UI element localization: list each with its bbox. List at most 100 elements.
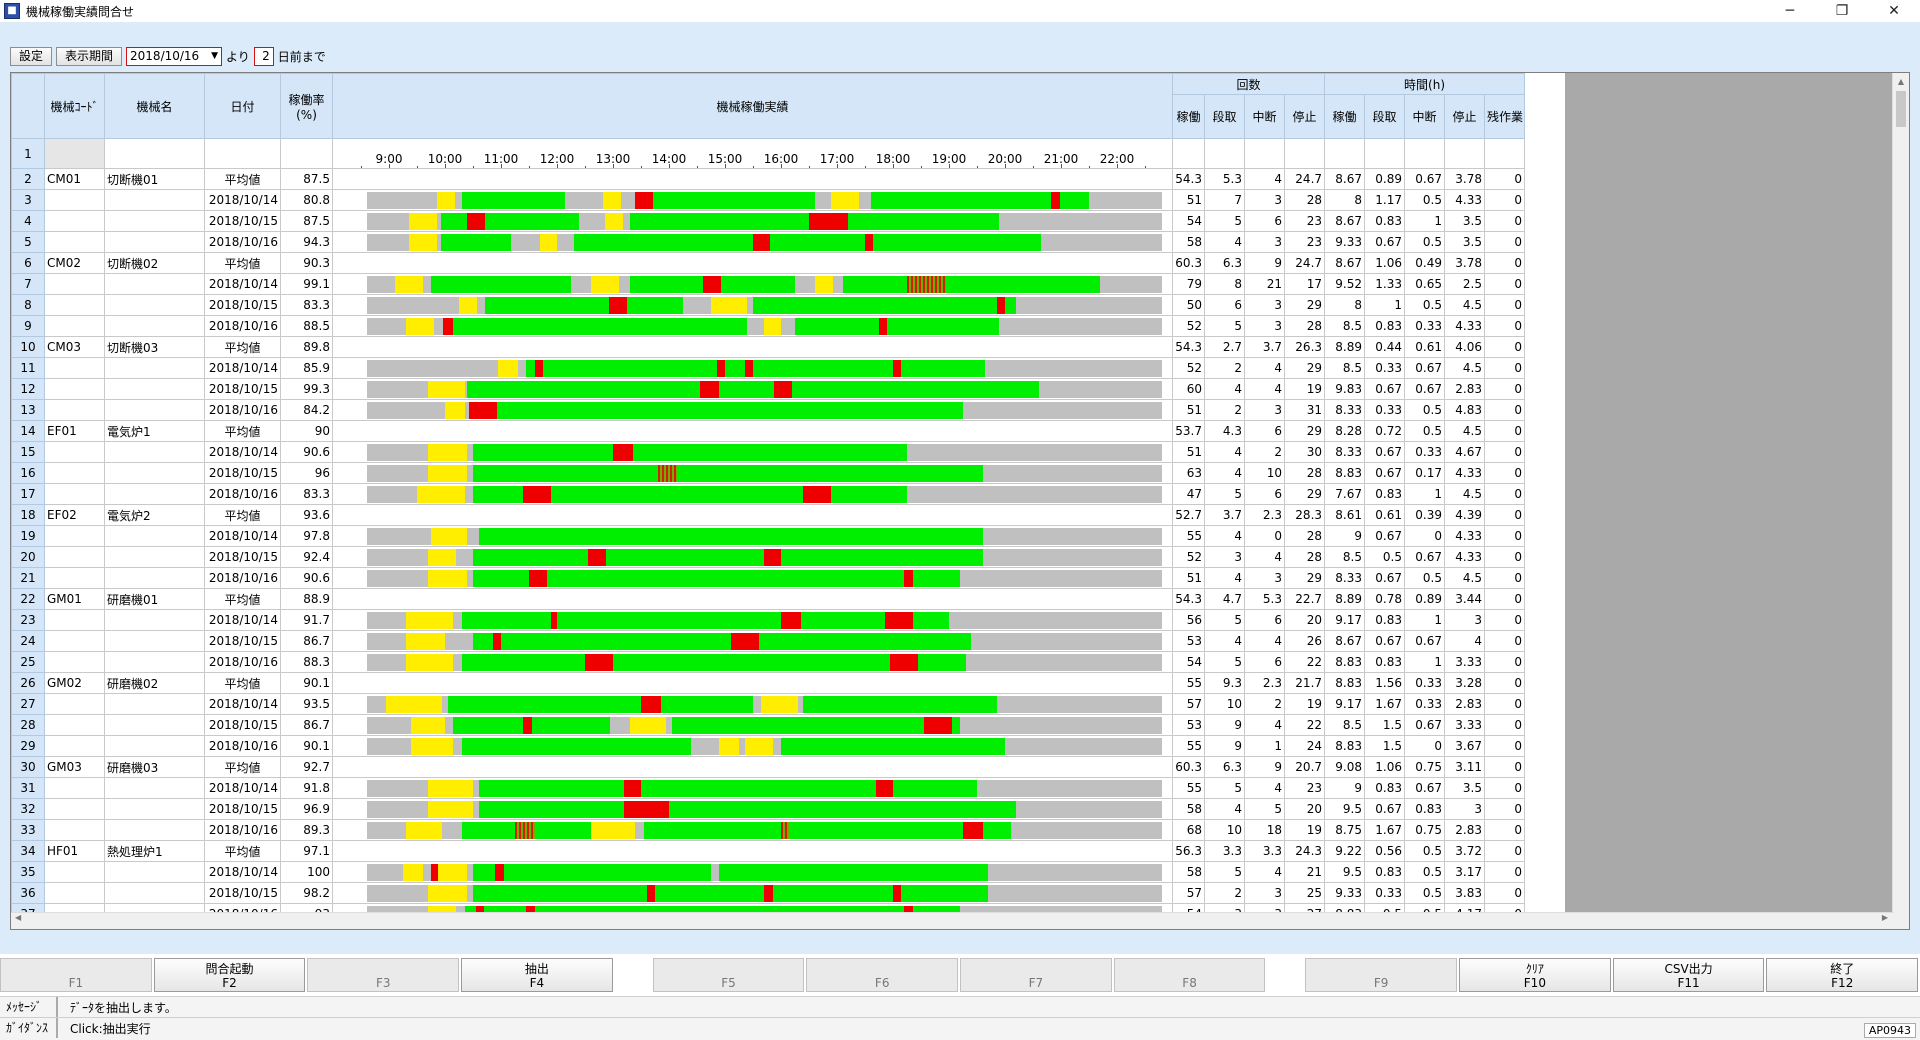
timeline-setup-segment xyxy=(411,738,454,755)
horizontal-scrollbar[interactable]: ◀ ▶ xyxy=(11,912,1894,929)
date-header[interactable]: 日付 xyxy=(204,73,281,139)
table-row[interactable]: 21 2018/10/16 90.6 51 4 3 29 8.33 0.67 0.5 4.5 0 xyxy=(11,567,1565,589)
settings-button[interactable]: 設定 xyxy=(10,46,53,66)
close-button[interactable]: ✕ xyxy=(1888,3,1900,19)
table-row[interactable]: 4 2018/10/15 87.5 54 5 6 23 8.67 0.83 1 3.5 0 xyxy=(11,210,1565,232)
time-cell-4: 0 xyxy=(1484,882,1526,904)
time-header-1[interactable]: 段取 xyxy=(1364,94,1406,139)
fkey-f10-button[interactable]: ｸﾘｱ F10 xyxy=(1459,958,1611,992)
days-input[interactable]: 2 xyxy=(253,46,274,66)
table-row[interactable]: 36 2018/10/15 98.2 57 2 3 25 9.33 0.33 0.5 3.83 0 xyxy=(11,882,1565,904)
timeline-interrupt-segment xyxy=(884,612,913,629)
scroll-up-icon[interactable]: ▲ xyxy=(1897,77,1905,86)
table-row[interactable]: 17 2018/10/16 83.3 47 5 6 29 7.67 0.83 1 4.5 0 xyxy=(11,483,1565,505)
count-cell-3: 24 xyxy=(1283,735,1326,757)
timeline-stop-segment xyxy=(635,822,644,839)
corner-cell xyxy=(11,73,45,139)
fkey-f12-button[interactable]: 終了 F12 xyxy=(1766,958,1919,992)
fkey-gap xyxy=(1267,958,1305,994)
machine-name-header[interactable]: 機械名 xyxy=(104,73,205,139)
table-row[interactable]: 6 CM02 切断機02 平均値 90.3 60.3 6.3 9 24.7 8.67 1.06 0.4… xyxy=(11,252,1565,274)
time-cell-2: 0.5 xyxy=(1404,420,1446,442)
timeline-run-segment xyxy=(461,822,515,839)
minimize-button[interactable]: ─ xyxy=(1785,3,1795,19)
timeline-stop-segment xyxy=(618,276,630,293)
count-cell-3: 21 xyxy=(1283,861,1326,883)
time-cell-3: 2.83 xyxy=(1444,693,1486,715)
table-row[interactable]: 14 EF01 電気炉1 平均値 90 53.7 4.3 6 29 8.28 0.72 0.5 4.5 0 xyxy=(11,420,1565,442)
date-select[interactable]: 2018/10/16 ▼ xyxy=(126,46,223,66)
count-cell-2: 3.3 xyxy=(1244,840,1285,862)
fkey-f2-button[interactable]: 問合起動 F2 xyxy=(153,958,306,992)
table-row[interactable]: 7 2018/10/14 99.1 79 8 21 17 9.52 1.33 0.65 2.5 0 xyxy=(11,273,1565,295)
table-row[interactable]: 22 GM01 研磨機01 平均値 88.9 54.3 4.7 5.3 22.7 8.89 0.78… xyxy=(11,588,1565,610)
table-row[interactable]: 20 2018/10/15 92.4 52 3 4 28 8.5 0.5 0.67 4.33 0 xyxy=(11,546,1565,568)
timeline-mixed-segment xyxy=(657,465,678,482)
table-row[interactable]: 25 2018/10/16 88.3 54 5 6 22 8.83 0.83 1 3.33 0 xyxy=(11,651,1565,673)
count-cell-1: 9 xyxy=(1204,714,1245,736)
machine-code-header[interactable]: 機械ｺｰﾄﾞ xyxy=(44,73,105,139)
table-row[interactable]: 29 2018/10/16 90.1 55 9 1 24 8.83 1.5 0 3.67 0 xyxy=(11,735,1565,757)
fkey-f11-button[interactable]: CSV出力 F11 xyxy=(1612,958,1765,992)
timeline-interrupt-segment xyxy=(608,297,627,314)
table-row[interactable]: 19 2018/10/14 97.8 55 4 0 28 9 0.67 0 4.33 0 xyxy=(11,525,1565,547)
table-row[interactable]: 27 2018/10/14 93.5 57 10 2 19 9.17 1.67 0.33 2.83 0 xyxy=(11,693,1565,715)
timeline-header[interactable]: 機械稼働実績 xyxy=(332,73,1173,139)
table-row[interactable]: 35 2018/10/14 100 58 5 4 21 9.5 0.83 0.5 3.17 0 xyxy=(11,861,1565,883)
time-header-3[interactable]: 停止 xyxy=(1444,94,1486,139)
scroll-left-icon[interactable]: ◀ xyxy=(15,913,22,922)
vertical-scrollbar[interactable]: ▲ xyxy=(1892,73,1909,929)
timeline-run-segment xyxy=(769,234,865,251)
table-row[interactable]: 32 2018/10/15 96.9 58 4 5 20 9.5 0.67 0.83 3 0 xyxy=(11,798,1565,820)
table-row[interactable]: 23 2018/10/14 91.7 56 5 6 20 9.17 0.83 1 3 0 xyxy=(11,609,1565,631)
timeline-cell xyxy=(332,630,1173,652)
table-row[interactable]: 24 2018/10/15 86.7 53 4 4 26 8.67 0.67 0.67 4 0 xyxy=(11,630,1565,652)
table-row[interactable]: 30 GM03 研磨機03 平均値 92.7 60.3 6.3 9 20.7 9.08 1.06 0.… xyxy=(11,756,1565,778)
table-row[interactable]: 11 2018/10/14 85.9 52 2 4 29 8.5 0.33 0.67 4.5 0 xyxy=(11,357,1565,379)
time-header-4[interactable]: 残作業 xyxy=(1484,94,1526,139)
row-number: 35 xyxy=(11,861,45,883)
timeline-stop-segment xyxy=(971,633,1162,650)
table-row[interactable]: 1 9:00 10:00 11:00 12:00 13:00 14:00 15:00 16:00… xyxy=(11,138,1565,169)
fkey-f4-button[interactable]: 抽出 F4 xyxy=(461,958,613,992)
table-row[interactable]: 8 2018/10/15 83.3 50 6 3 29 8 1 0.5 4.5 0 xyxy=(11,294,1565,316)
table-row[interactable]: 34 HF01 熱処理炉1 平均値 97.1 56.3 3.3 3.3 24.3 9.22 0.56… xyxy=(11,840,1565,862)
rate-cell: 80.8 xyxy=(280,189,333,211)
table-row[interactable]: 2 CM01 切断機01 平均値 87.5 54.3 5.3 4 24.7 8.67 0.89 0.6… xyxy=(11,168,1565,190)
table-row[interactable]: 18 EF02 電気炉2 平均値 93.6 52.7 3.7 2.3 28.3 8.61 0.61 0… xyxy=(11,504,1565,526)
table-row[interactable]: 26 GM02 研磨機02 平均値 90.1 55 9.3 2.3 21.7 8.83 1.56 0.… xyxy=(11,672,1565,694)
time-cell-2: 0 xyxy=(1404,525,1446,547)
maximize-button[interactable]: ❐ xyxy=(1835,3,1849,19)
table-row[interactable]: 10 CM03 切断機03 平均値 89.8 54.3 2.7 3.7 26.3 8.89 0.44… xyxy=(11,336,1565,358)
rate-header[interactable]: 稼働率 (%) xyxy=(280,73,333,139)
table-row[interactable]: 33 2018/10/16 89.3 68 10 18 19 8.75 1.67 0.75 2.83… xyxy=(11,819,1565,841)
fkey-key: F4 xyxy=(529,976,545,990)
table-row[interactable]: 16 2018/10/15 96 63 4 10 28 8.83 0.67 0.17 4.33 0 xyxy=(11,462,1565,484)
scroll-right-icon[interactable]: ▶ xyxy=(1881,913,1888,922)
table-row[interactable]: 28 2018/10/15 86.7 53 9 4 22 8.5 1.5 0.67 3.33 0 xyxy=(11,714,1565,736)
row-number: 32 xyxy=(11,798,45,820)
timeline-setup-segment xyxy=(405,654,454,671)
machine-code xyxy=(44,210,105,232)
time-cell-1: 1.67 xyxy=(1364,819,1406,841)
display-period-button[interactable]: 表示期間 xyxy=(56,46,123,66)
table-row[interactable]: 15 2018/10/14 90.6 51 4 2 30 8.33 0.67 0.33 4.67 0 xyxy=(11,441,1565,463)
time-header-0[interactable]: 稼働 xyxy=(1324,94,1366,139)
table-row[interactable]: 13 2018/10/16 84.2 51 2 3 31 8.33 0.33 0.5 4.83 0 xyxy=(11,399,1565,421)
count-header-3[interactable]: 停止 xyxy=(1283,94,1326,139)
time-cell-3: 4.33 xyxy=(1444,525,1486,547)
table-row[interactable]: 9 2018/10/16 88.5 52 5 3 28 8.5 0.83 0.33 4.33 0 xyxy=(11,315,1565,337)
count-header-2[interactable]: 中断 xyxy=(1244,94,1285,139)
table-row[interactable]: 12 2018/10/15 99.3 60 4 4 19 9.83 0.67 0.67 2.83 0 xyxy=(11,378,1565,400)
timeline-interrupt-segment xyxy=(443,318,454,335)
table-row[interactable]: 31 2018/10/14 91.8 55 5 4 23 9 0.83 0.67 3.5 0 xyxy=(11,777,1565,799)
timeline-stop-segment xyxy=(476,297,486,314)
table-row[interactable]: 5 2018/10/16 94.3 58 4 3 23 9.33 0.67 0.5 3.5 0 xyxy=(11,231,1565,253)
count-header-0[interactable]: 稼働 xyxy=(1172,94,1205,139)
time-header-2[interactable]: 中断 xyxy=(1404,94,1446,139)
table-row[interactable]: 3 2018/10/14 80.8 51 7 3 28 8 1.17 0.5 4.33 0 xyxy=(11,189,1565,211)
scroll-thumb[interactable] xyxy=(1896,91,1906,127)
timeline-stop-segment xyxy=(366,822,406,839)
row-number: 23 xyxy=(11,609,45,631)
count-header-1[interactable]: 段取 xyxy=(1204,94,1245,139)
